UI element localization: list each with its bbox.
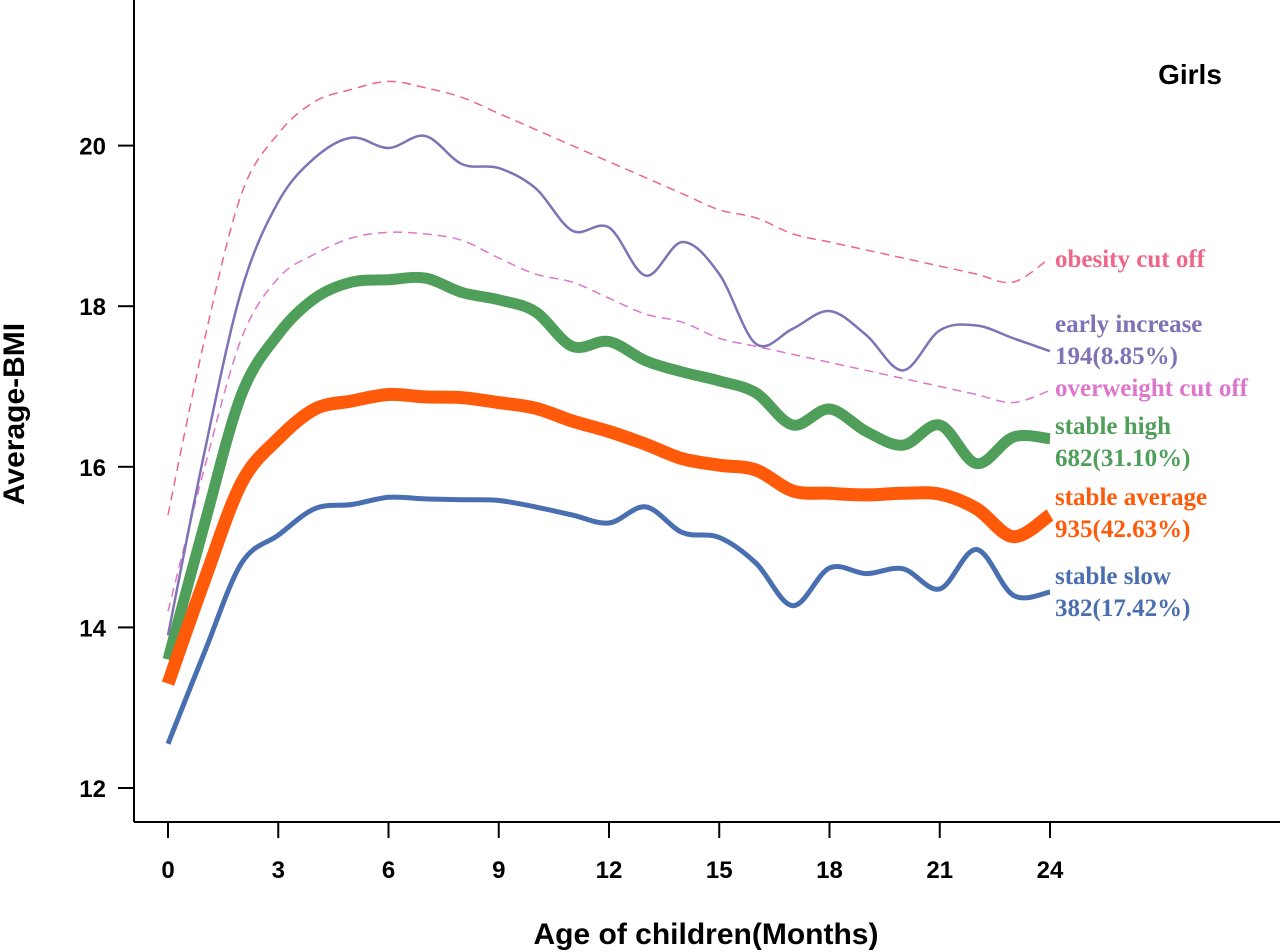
x-tick-label: 15	[706, 857, 733, 884]
series-label-stable-slow: stable slow	[1055, 563, 1171, 590]
y-tick-label: 14	[79, 615, 106, 642]
y-axis-title: Average-BMI	[0, 323, 31, 505]
series-layer	[161, 80, 1054, 745]
series-label-stable-average: 935(42.63%)	[1055, 516, 1190, 543]
series-line-stable-slow	[165, 494, 1051, 745]
series-label-stable-high: 682(31.10%)	[1055, 445, 1190, 472]
series-label-stable-average: stable average	[1055, 484, 1207, 511]
x-axis-title: Age of children(Months)	[534, 918, 879, 951]
series-label-early: early increase	[1055, 311, 1202, 338]
y-tick-label: 16	[79, 455, 106, 482]
series-label-stable-slow: 382(17.42%)	[1055, 595, 1190, 622]
axes	[133, 0, 1280, 823]
series-line-obesity	[167, 80, 1051, 516]
series-label-obesity: obesity cut off	[1055, 246, 1206, 273]
series-label-stable-high: stable high	[1055, 413, 1171, 440]
x-tick-label: 9	[492, 857, 505, 884]
x-ticks: 0 3 6 9 12 15 18 21 24	[161, 822, 1064, 884]
chart-title: Girls	[1158, 59, 1222, 90]
y-tick-label: 20	[79, 134, 106, 161]
x-tick-label: 18	[816, 857, 843, 884]
x-tick-label: 21	[926, 857, 953, 884]
series-label-overweight: overweight cut off	[1055, 375, 1249, 402]
y-ticks: 12 14 16 18 20	[79, 134, 134, 803]
series-line-stable-high	[162, 271, 1051, 661]
x-tick-label: 24	[1037, 857, 1064, 884]
series-line-early	[166, 134, 1051, 636]
series-label-early: 194(8.85%)	[1055, 343, 1178, 370]
x-tick-label: 0	[161, 857, 174, 884]
x-tick-label: 6	[382, 857, 395, 884]
y-tick-label: 18	[79, 294, 106, 321]
y-tick-label: 12	[79, 776, 106, 803]
series-labels: obesity cut off early increase 194(8.85%) o…	[1055, 246, 1249, 622]
x-tick-label: 3	[272, 857, 285, 884]
series-line-overweight	[167, 231, 1051, 612]
series-line-stable-average	[161, 387, 1054, 686]
x-tick-label: 12	[596, 857, 623, 884]
